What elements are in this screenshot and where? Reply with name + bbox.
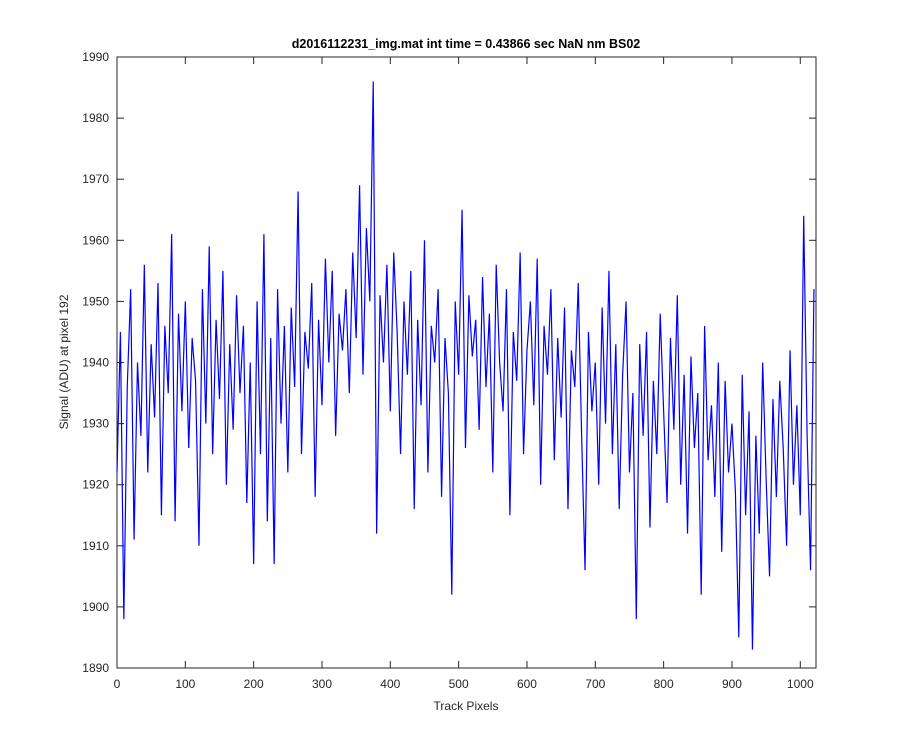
y-tick-label: 1900 xyxy=(82,600,109,614)
x-tick-label: 0 xyxy=(114,677,121,691)
x-tick-label: 600 xyxy=(517,677,537,691)
x-tick-label: 400 xyxy=(380,677,400,691)
y-tick-label: 1930 xyxy=(82,417,109,431)
y-tick-label: 1920 xyxy=(82,478,109,492)
y-tick-label: 1950 xyxy=(82,294,109,308)
x-tick-label: 900 xyxy=(722,677,742,691)
x-tick-label: 100 xyxy=(175,677,195,691)
x-tick-label: 1000 xyxy=(787,677,814,691)
chart-title: d2016112231_img.mat int time = 0.43866 s… xyxy=(292,37,641,51)
y-tick-label: 1910 xyxy=(82,539,109,553)
x-tick-label: 500 xyxy=(449,677,469,691)
x-tick-label: 200 xyxy=(244,677,264,691)
y-axis-label: Signal (ADU) at pixel 192 xyxy=(57,294,71,429)
x-tick-label: 300 xyxy=(312,677,332,691)
x-axis-label: Track Pixels xyxy=(434,699,499,713)
plot-box xyxy=(116,56,817,669)
y-tick-label: 1960 xyxy=(82,233,109,247)
y-tick-label: 1890 xyxy=(82,661,109,675)
data-line xyxy=(116,81,815,650)
y-tick-label: 1980 xyxy=(82,111,109,125)
y-tick-label: 1990 xyxy=(82,50,109,64)
y-tick-label: 1970 xyxy=(82,172,109,186)
y-tick-label: 1940 xyxy=(82,356,109,370)
x-tick-label: 800 xyxy=(654,677,674,691)
x-tick-label: 700 xyxy=(585,677,605,691)
